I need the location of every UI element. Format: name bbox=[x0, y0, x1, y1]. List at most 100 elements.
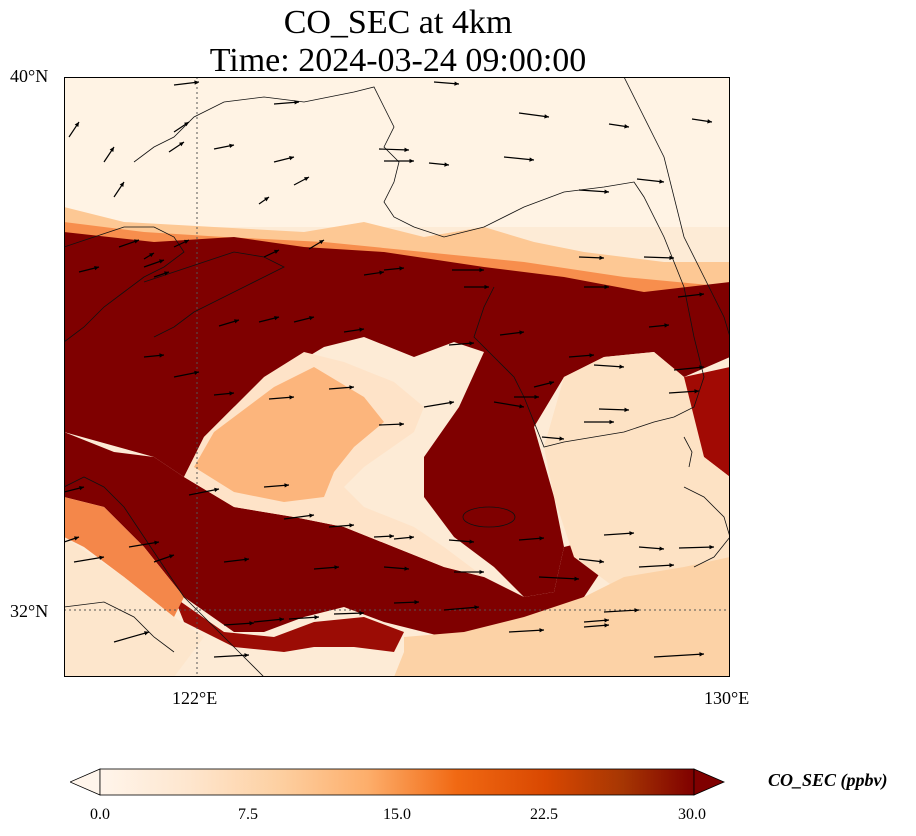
wind-vector-head bbox=[74, 536, 79, 541]
map-title-line-1: CO_SEC at 4km bbox=[283, 4, 513, 41]
wind-vector-head bbox=[599, 559, 604, 564]
wind-vector-head bbox=[109, 147, 114, 152]
wind-vector-head bbox=[234, 319, 239, 324]
wind-vector-shaft bbox=[598, 408, 630, 411]
wind-vectors bbox=[64, 80, 715, 658]
field-pale-south bbox=[394, 557, 730, 677]
wind-vector-head bbox=[444, 162, 449, 167]
wind-vector-head bbox=[244, 653, 249, 658]
wind-vector-shaft bbox=[673, 366, 705, 371]
wind-vector-head bbox=[479, 569, 484, 575]
colorbar-gradient bbox=[99, 768, 695, 796]
wind-vector-head bbox=[409, 535, 414, 540]
map-border bbox=[64, 77, 730, 677]
field-high-band-south bbox=[174, 597, 404, 652]
wind-vector-head bbox=[164, 271, 169, 276]
wind-vector-head bbox=[159, 353, 164, 358]
coastline-jiangsu bbox=[64, 476, 265, 677]
wind-vector-shaft bbox=[678, 546, 715, 549]
wind-vector-head bbox=[379, 270, 384, 275]
map-panel bbox=[64, 77, 730, 677]
wind-vector-head bbox=[119, 182, 124, 187]
wind-vector-head bbox=[349, 523, 354, 528]
coastline-bohai-west bbox=[64, 226, 185, 343]
wind-vector-head bbox=[709, 544, 714, 550]
wind-vector-head bbox=[349, 385, 354, 390]
wind-vector-head bbox=[309, 315, 314, 321]
wind-vector-head bbox=[529, 157, 534, 162]
wind-vector-head bbox=[519, 330, 524, 335]
coastline-korea-west bbox=[413, 181, 705, 448]
wind-vector-shaft bbox=[538, 576, 580, 580]
wind-vector-shaft bbox=[333, 612, 365, 615]
wind-vector-shaft bbox=[668, 390, 700, 394]
colorbar-tick-3: 22.5 bbox=[530, 806, 558, 823]
island-jeju bbox=[462, 506, 516, 528]
wind-vector-head bbox=[194, 370, 199, 376]
lat-label-40: 40°N bbox=[10, 66, 49, 86]
wind-vector-shaft bbox=[638, 564, 675, 568]
wind-vector-head bbox=[534, 394, 539, 400]
colorbar-tick-2: 15.0 bbox=[383, 806, 411, 823]
wind-vector-head bbox=[169, 554, 174, 559]
coastline-shandong bbox=[143, 251, 285, 338]
wind-vector-shaft bbox=[73, 556, 105, 563]
colorbar-label: CO_SEC (ppbv) bbox=[768, 770, 888, 790]
wind-vector-head bbox=[264, 197, 269, 202]
wind-vector-head bbox=[609, 419, 614, 425]
wind-vector-head bbox=[249, 621, 254, 626]
wind-vector-head bbox=[409, 158, 414, 164]
wind-vector-head bbox=[99, 555, 104, 560]
wind-vector-head bbox=[624, 407, 629, 413]
field-high-band-lower bbox=[64, 432, 604, 637]
wind-vector-head bbox=[604, 284, 609, 290]
wind-vector-head bbox=[664, 323, 669, 328]
colorbar-tick-1: 7.5 bbox=[238, 806, 258, 823]
wind-vector-head bbox=[74, 122, 79, 127]
field-north-pale bbox=[64, 77, 730, 227]
wind-vector-head bbox=[279, 617, 284, 622]
wind-vector-head bbox=[274, 249, 279, 254]
wind-vector-head bbox=[389, 534, 394, 539]
wind-vector-shaft bbox=[518, 112, 550, 118]
wind-vector-head bbox=[707, 119, 712, 124]
wind-vector-head bbox=[244, 557, 249, 562]
wind-vector-head bbox=[154, 540, 159, 545]
wind-vector-head bbox=[604, 189, 609, 194]
wind-vector-head bbox=[694, 389, 699, 394]
map-title-line-2: Time: 2024-03-24 09:00:00 bbox=[209, 42, 587, 79]
wind-vector-head bbox=[604, 618, 609, 623]
field-east-patch bbox=[684, 367, 730, 477]
colorbar bbox=[70, 768, 726, 796]
wind-vector-head bbox=[469, 341, 474, 346]
wind-vector-head bbox=[539, 536, 544, 541]
wind-vector-head bbox=[624, 124, 629, 129]
wind-vector-head bbox=[669, 563, 674, 568]
wind-vector-head bbox=[304, 177, 309, 182]
wind-vector-head bbox=[274, 315, 279, 321]
wind-vector-shaft bbox=[593, 364, 625, 368]
wind-vector-head bbox=[519, 404, 524, 409]
wind-vector-head bbox=[659, 179, 664, 184]
wind-vector-head bbox=[589, 353, 594, 358]
wind-vector-shaft bbox=[113, 631, 150, 643]
wind-vector-shaft bbox=[493, 401, 525, 408]
wind-vector-shaft bbox=[643, 256, 675, 259]
wind-vector-shaft bbox=[378, 148, 410, 151]
wind-vector-head bbox=[634, 608, 639, 613]
wind-vector-shaft bbox=[653, 653, 705, 658]
wind-vector-head bbox=[79, 485, 84, 491]
field-pale-wedge-2 bbox=[194, 367, 384, 502]
wind-vector-head bbox=[214, 487, 219, 493]
wind-vector-head bbox=[619, 364, 624, 369]
wind-vector-head bbox=[404, 566, 409, 571]
wind-vector-head bbox=[359, 327, 364, 332]
coastline-yangtze bbox=[64, 601, 175, 653]
wind-vector-head bbox=[629, 531, 634, 536]
wind-vector-head bbox=[484, 284, 489, 290]
field-pale-southwest bbox=[64, 537, 204, 677]
wind-vector-head bbox=[309, 513, 314, 518]
field-high-band bbox=[64, 232, 730, 597]
wind-vector-head bbox=[179, 142, 184, 147]
wind-vector-head bbox=[599, 255, 604, 260]
